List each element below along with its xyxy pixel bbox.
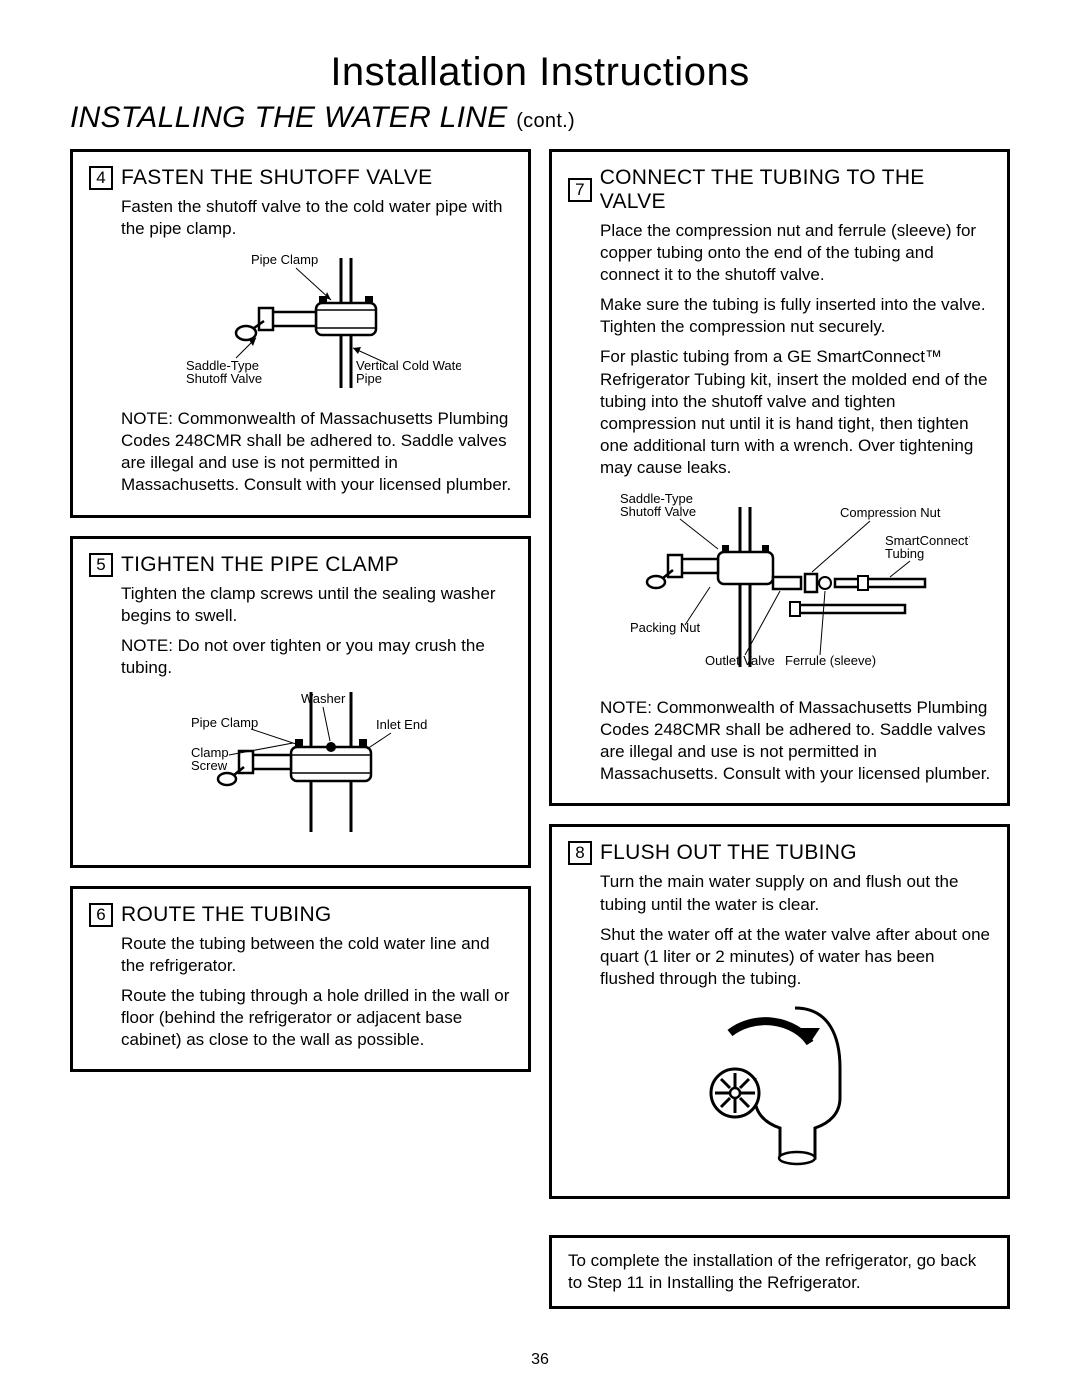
final-note-box: To complete the installation of the refr… [549,1235,1010,1309]
step-5-label-clamp-2: Screw [191,758,228,773]
step-8-title: FLUSH OUT THE TUBING [600,841,857,865]
step-7-label-saddle-2: Shutoff Valve [620,504,696,519]
step-7-label-compnut: Compression Nut [840,505,941,520]
step-6-title: ROUTE THE TUBING [121,903,332,927]
page-number: 36 [0,1351,1080,1369]
step-5-diagram: Washer Pipe Clamp Inlet End Clamp Screw [151,687,451,837]
step-4-label-pipe-clamp: Pipe Clamp [251,252,318,267]
step-8-box: 8 FLUSH OUT THE TUBING Turn the main wat… [549,824,1010,1198]
step-5-label-inlet: Inlet End [376,717,427,732]
left-column: 4 FASTEN THE SHUTOFF VALVE Fasten the sh… [70,149,531,1309]
section-title: INSTALLING THE WATER LINE (cont.) [70,101,1010,135]
step-8-diagram [680,998,880,1168]
step-5-header: 5 TIGHTEN THE PIPE CLAMP [89,553,512,577]
step-5-label-washer: Washer [301,691,346,706]
section-title-main: INSTALLING THE WATER LINE [70,101,508,134]
step-8-number: 8 [568,841,592,865]
step-4-label-pipe-2: Pipe [356,371,382,386]
step-6-box: 6 ROUTE THE TUBING Route the tubing betw… [70,886,531,1072]
step-6-p1: Route the tubing between the cold water … [121,933,512,977]
section-title-suffix: (cont.) [516,110,575,132]
step-6-number: 6 [89,903,113,927]
step-6-p2: Route the tubing through a hole drilled … [121,985,512,1051]
step-7-p3: For plastic tubing from a GE SmartConnec… [600,346,991,479]
step-4-diagram: Pipe Clamp Saddle-Type Shutoff Valve Ver… [141,248,461,398]
step-4-number: 4 [89,166,113,190]
step-5-number: 5 [89,553,113,577]
step-4-note: NOTE: Commonwealth of Massachusetts Plum… [121,408,512,496]
step-4-label-saddle-2: Shutoff Valve [186,371,262,386]
step-7-diagram: Saddle-Type Shutoff Valve Compression Nu… [590,487,970,687]
step-7-label-outlet: Outlet Valve [705,653,775,668]
step-7-label-sc-2: Tubing [885,546,924,561]
step-7-note: NOTE: Commonwealth of Massachusetts Plum… [600,697,991,785]
page-title: Installation Instructions [70,50,1010,95]
step-7-label-packnut: Packing Nut [630,620,700,635]
step-4-title: FASTEN THE SHUTOFF VALVE [121,166,432,190]
step-7-title: CONNECT THE TUBING TO THE VALVE [600,166,991,214]
content-columns: 4 FASTEN THE SHUTOFF VALVE Fasten the sh… [70,149,1010,1309]
step-7-header: 7 CONNECT THE TUBING TO THE VALVE [568,166,991,214]
step-7-number: 7 [568,178,592,202]
step-5-p2: NOTE: Do not over tighten or you may cru… [121,635,512,679]
step-6-header: 6 ROUTE THE TUBING [89,903,512,927]
step-4-p1: Fasten the shutoff valve to the cold wat… [121,196,512,240]
step-5-title: TIGHTEN THE PIPE CLAMP [121,553,399,577]
step-5-p1: Tighten the clamp screws until the seali… [121,583,512,627]
step-7-label-ferrule: Ferrule (sleeve) [785,653,876,668]
step-7-p1: Place the compression nut and ferrule (s… [600,220,991,286]
step-7-box: 7 CONNECT THE TUBING TO THE VALVE Place … [549,149,1010,806]
step-5-label-pipeclamp: Pipe Clamp [191,715,258,730]
right-column: 7 CONNECT THE TUBING TO THE VALVE Place … [549,149,1010,1309]
step-4-box: 4 FASTEN THE SHUTOFF VALVE Fasten the sh… [70,149,531,518]
step-7-p2: Make sure the tubing is fully inserted i… [600,294,991,338]
step-8-p1: Turn the main water supply on and flush … [600,871,991,915]
step-4-header: 4 FASTEN THE SHUTOFF VALVE [89,166,512,190]
final-note-text: To complete the installation of the refr… [568,1251,976,1292]
step-8-header: 8 FLUSH OUT THE TUBING [568,841,991,865]
step-5-box: 5 TIGHTEN THE PIPE CLAMP Tighten the cla… [70,536,531,868]
step-8-p2: Shut the water off at the water valve af… [600,924,991,990]
